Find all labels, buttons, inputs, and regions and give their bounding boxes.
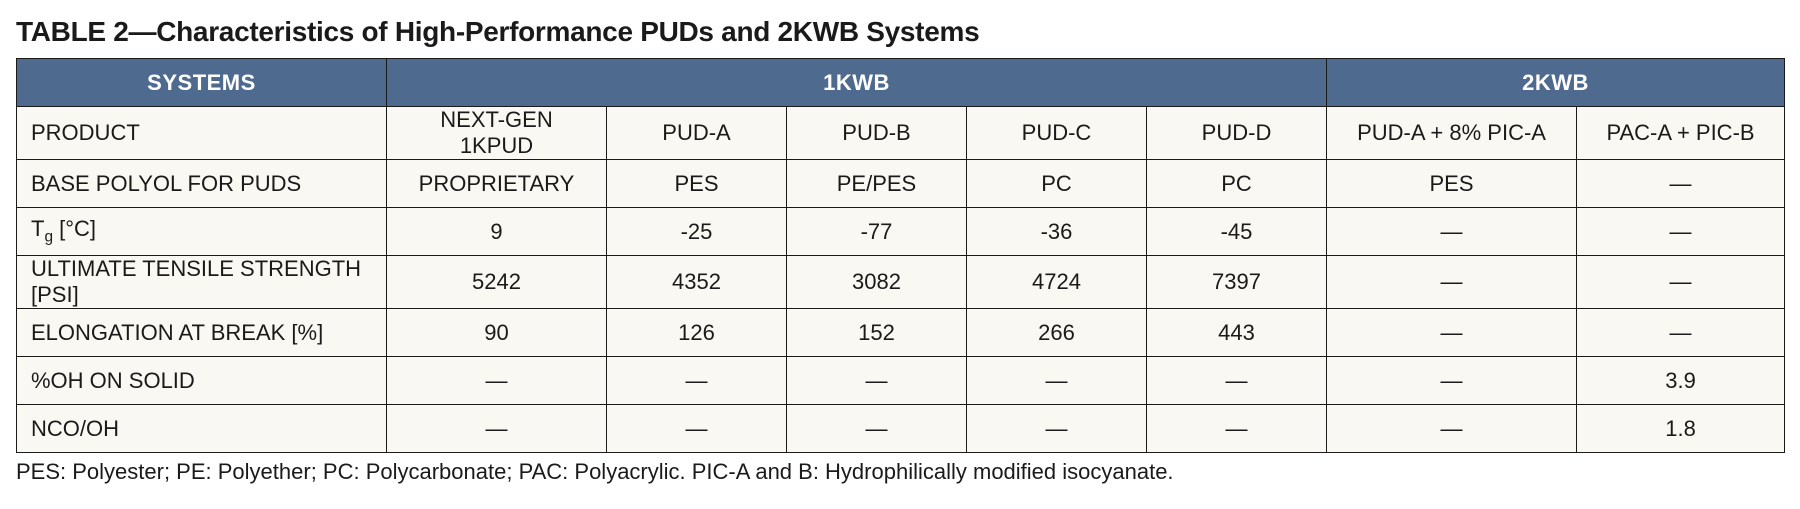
cell: —	[1577, 208, 1785, 256]
cell: PUD-A + 8% PIC-A	[1327, 107, 1577, 160]
cell: 1.8	[1577, 405, 1785, 453]
row-label: BASE POLYOL FOR PUDS	[17, 160, 387, 208]
cell: -45	[1147, 208, 1327, 256]
cell: —	[1577, 256, 1785, 309]
cell: 4724	[967, 256, 1147, 309]
row-label: ULTIMATE TENSILE STRENGTH [PSI]	[17, 256, 387, 309]
cell: -36	[967, 208, 1147, 256]
row-label: ELONGATION AT BREAK [%]	[17, 309, 387, 357]
table-row: Tg [°C]9-25-77-36-45——	[17, 208, 1785, 256]
cell: —	[967, 405, 1147, 453]
cell: —	[1327, 309, 1577, 357]
cell: 152	[787, 309, 967, 357]
row-label: NCO/OH	[17, 405, 387, 453]
table-row: ULTIMATE TENSILE STRENGTH [PSI]524243523…	[17, 256, 1785, 309]
cell: —	[387, 357, 607, 405]
cell: PUD-C	[967, 107, 1147, 160]
cell: 126	[607, 309, 787, 357]
cell: 4352	[607, 256, 787, 309]
cell: 5242	[387, 256, 607, 309]
cell: —	[1577, 160, 1785, 208]
cell: —	[1147, 357, 1327, 405]
cell: 443	[1147, 309, 1327, 357]
cell: —	[1327, 405, 1577, 453]
table-footnote: PES: Polyester; PE: Polyether; PC: Polyc…	[16, 459, 1784, 485]
cell: NEXT-GEN 1KPUD	[387, 107, 607, 160]
header-group-1kwb: 1KWB	[387, 59, 1327, 107]
cell: 90	[387, 309, 607, 357]
cell: —	[1147, 405, 1327, 453]
cell: —	[387, 405, 607, 453]
cell: —	[967, 357, 1147, 405]
cell: 3082	[787, 256, 967, 309]
row-label: %OH ON SOLID	[17, 357, 387, 405]
table-row: ELONGATION AT BREAK [%]90126152266443——	[17, 309, 1785, 357]
cell: 3.9	[1577, 357, 1785, 405]
cell: 9	[387, 208, 607, 256]
cell: —	[607, 405, 787, 453]
table-title: TABLE 2—Characteristics of High-Performa…	[16, 16, 1784, 48]
cell: PC	[967, 160, 1147, 208]
cell: —	[1577, 309, 1785, 357]
cell: —	[787, 357, 967, 405]
cell: —	[787, 405, 967, 453]
row-label: Tg [°C]	[17, 208, 387, 256]
cell: -77	[787, 208, 967, 256]
cell: —	[607, 357, 787, 405]
cell: PUD-D	[1147, 107, 1327, 160]
cell: -25	[607, 208, 787, 256]
cell: PES	[607, 160, 787, 208]
cell: —	[1327, 357, 1577, 405]
cell: PC	[1147, 160, 1327, 208]
table-row: PRODUCTNEXT-GEN 1KPUDPUD-APUD-BPUD-CPUD-…	[17, 107, 1785, 160]
cell: PROPRIETARY	[387, 160, 607, 208]
row-label: PRODUCT	[17, 107, 387, 160]
header-systems: SYSTEMS	[17, 59, 387, 107]
header-group-2kwb: 2KWB	[1327, 59, 1785, 107]
data-table: SYSTEMS 1KWB 2KWB PRODUCTNEXT-GEN 1KPUDP…	[16, 58, 1785, 453]
cell: —	[1327, 256, 1577, 309]
cell: PES	[1327, 160, 1577, 208]
table-row: %OH ON SOLID——————3.9	[17, 357, 1785, 405]
cell: PUD-A	[607, 107, 787, 160]
cell: PAC-A + PIC-B	[1577, 107, 1785, 160]
cell: —	[1327, 208, 1577, 256]
cell: 7397	[1147, 256, 1327, 309]
table-body: PRODUCTNEXT-GEN 1KPUDPUD-APUD-BPUD-CPUD-…	[17, 107, 1785, 453]
cell: PUD-B	[787, 107, 967, 160]
cell: PE/PES	[787, 160, 967, 208]
table-row: NCO/OH——————1.8	[17, 405, 1785, 453]
table-row: BASE POLYOL FOR PUDSPROPRIETARYPESPE/PES…	[17, 160, 1785, 208]
cell: 266	[967, 309, 1147, 357]
